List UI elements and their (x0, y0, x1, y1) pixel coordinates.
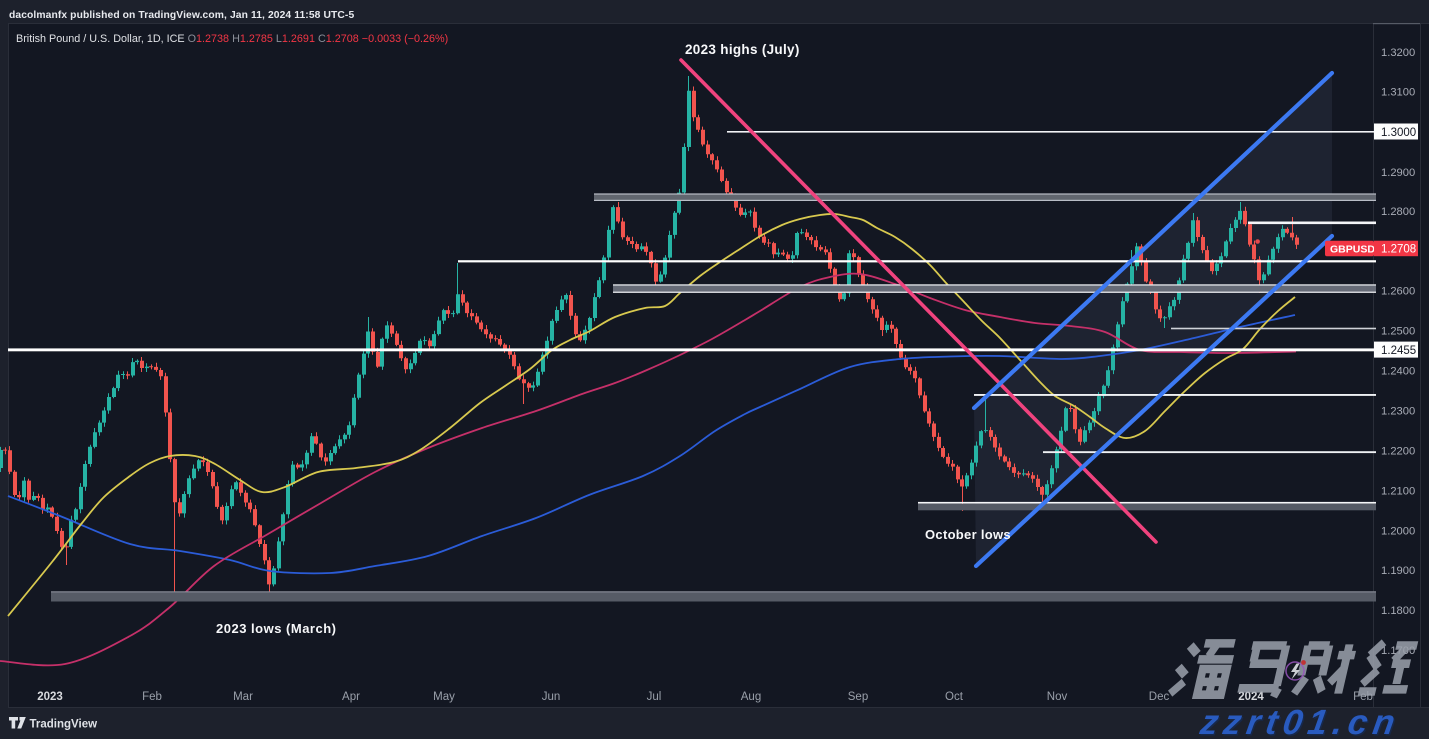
svg-text:Mar: Mar (233, 691, 253, 703)
svg-text:1.2400: 1.2400 (1381, 366, 1415, 378)
svg-text:Aug: Aug (741, 691, 761, 703)
svg-text:2023: 2023 (37, 691, 63, 703)
svg-text:Dec: Dec (1149, 691, 1170, 703)
svg-text:Jun: Jun (542, 691, 561, 703)
svg-text:British Pound / U.S. Dollar, 1: British Pound / U.S. Dollar, 1D, ICE O1.… (16, 33, 448, 45)
svg-text:1.3200: 1.3200 (1381, 47, 1415, 59)
svg-text:zzrt01.cn: zzrt01.cn (1197, 703, 1403, 739)
svg-text:1.2500: 1.2500 (1381, 326, 1415, 338)
svg-text:GBPUSD: GBPUSD (1330, 244, 1375, 256)
svg-text:1.2200: 1.2200 (1381, 446, 1415, 458)
svg-text:2023 highs (July): 2023 highs (July) (685, 42, 800, 57)
svg-text:zzrt01.cn: zzrt01.cn (1198, 705, 1404, 739)
svg-text:2024: 2024 (1238, 691, 1264, 703)
svg-text:dacolmanfx published on Tradin: dacolmanfx published on TradingView.com,… (9, 10, 354, 21)
svg-text:1.2800: 1.2800 (1381, 206, 1415, 218)
svg-text:2023 lows (March): 2023 lows (March) (216, 621, 337, 636)
svg-text:1.2000: 1.2000 (1381, 526, 1415, 538)
svg-text:1.2300: 1.2300 (1381, 406, 1415, 418)
svg-text:1.3000: 1.3000 (1381, 127, 1416, 139)
svg-text:1.2100: 1.2100 (1381, 486, 1415, 498)
svg-text:October lows: October lows (925, 527, 1011, 542)
svg-text:1.3100: 1.3100 (1381, 87, 1415, 99)
svg-text:1.1900: 1.1900 (1381, 565, 1415, 577)
svg-text:1.2900: 1.2900 (1381, 167, 1415, 179)
svg-text:1.2455: 1.2455 (1381, 345, 1416, 357)
svg-text:1.1800: 1.1800 (1381, 605, 1415, 617)
svg-text:Feb: Feb (142, 691, 162, 703)
svg-text:TradingView: TradingView (30, 719, 98, 731)
svg-text:Sep: Sep (848, 691, 868, 703)
svg-text:Nov: Nov (1047, 691, 1068, 703)
svg-text:1.2600: 1.2600 (1381, 286, 1415, 298)
svg-text:1.2708: 1.2708 (1381, 244, 1416, 256)
svg-text:Apr: Apr (342, 691, 360, 703)
svg-text:Jul: Jul (647, 691, 662, 703)
svg-text:Oct: Oct (945, 691, 964, 703)
svg-text:May: May (433, 691, 455, 703)
